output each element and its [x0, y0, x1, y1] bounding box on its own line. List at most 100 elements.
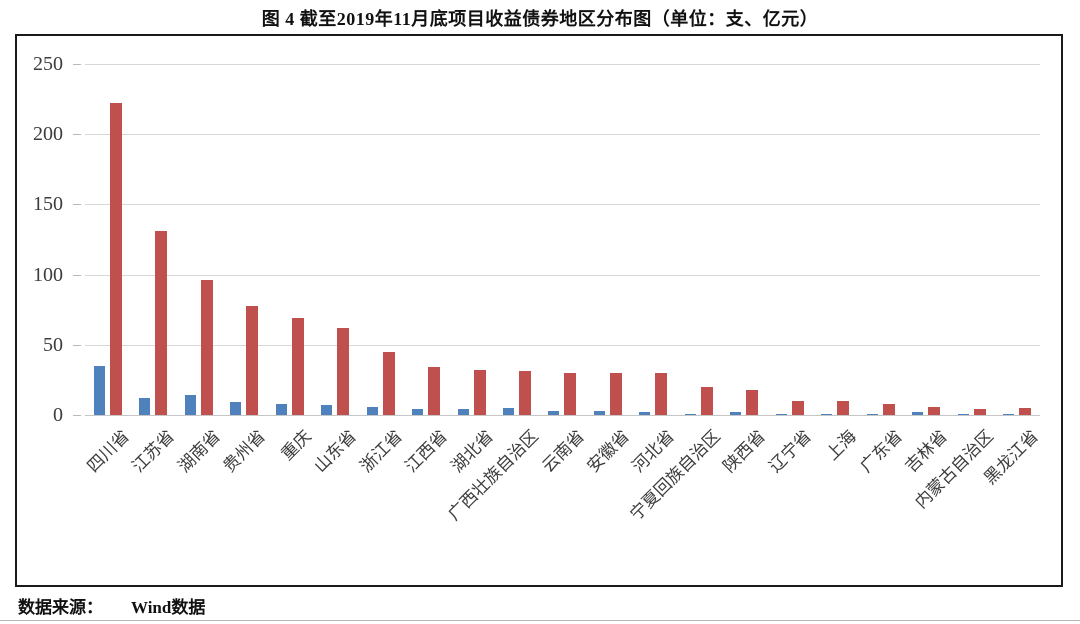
bar-count	[821, 413, 833, 415]
bar-amount	[109, 103, 122, 415]
bar-amount	[155, 231, 168, 415]
y-axis-label: 250	[33, 53, 63, 75]
x-axis-label: 陕西省	[719, 426, 770, 477]
bar-group	[585, 64, 630, 415]
bar-group	[949, 64, 994, 415]
grid-line	[85, 204, 1040, 206]
bar-count	[912, 412, 924, 415]
y-axis-label: 50	[43, 333, 63, 356]
bar-group	[358, 64, 403, 415]
grid-line	[85, 64, 1040, 65]
plot-area: 0 50 100 150 200 250	[33, 53, 1040, 426]
bar-count	[457, 409, 469, 415]
y-axis-tick	[73, 344, 81, 346]
bar-count	[730, 412, 742, 415]
bar-group	[494, 64, 539, 415]
grid-line	[85, 134, 1040, 136]
y-axis-tick	[73, 415, 81, 416]
chart-title: 图 4 截至2019年11月底项目收益债券地区分布图（单位：支、亿元）	[261, 9, 819, 29]
bar-group	[221, 64, 266, 415]
y-axis-tick	[73, 274, 81, 276]
bar-count	[275, 403, 287, 415]
bar-amount	[564, 372, 577, 415]
bar-count	[866, 413, 878, 415]
x-axis-label: 山东省	[310, 426, 361, 477]
y-axis-tick	[73, 64, 81, 65]
x-axis-label: 四川省	[83, 426, 133, 477]
bar-group	[85, 64, 130, 415]
chart-frame: 0 50 100 150 200 250 四川省 江苏省 湖南省 贵州省 重庆 山东省 浙江省 江西省湖…	[15, 34, 1063, 587]
bar-count	[321, 405, 333, 415]
y-axis-tick	[73, 204, 81, 206]
bar-group	[631, 64, 676, 415]
y-axis-label: 150	[33, 193, 63, 216]
bar-amount	[928, 406, 941, 415]
bar-group	[858, 64, 903, 415]
bar-count	[957, 413, 969, 415]
data-source: 数据来源： Wind数据	[18, 593, 205, 618]
bar-count	[684, 413, 696, 415]
x-axis-label: 贵州省	[219, 426, 270, 477]
bar-amount	[882, 403, 895, 415]
bar-amount	[655, 372, 668, 415]
bar-amount	[519, 371, 532, 415]
bar-group	[540, 64, 585, 415]
x-axis-label: 湖南省	[174, 426, 224, 477]
bar-amount	[1019, 407, 1032, 415]
bar-count	[412, 409, 424, 415]
x-axis-label: 广东省	[856, 426, 906, 477]
x-axis-labels: 四川省 江苏省 湖南省 贵州省 重庆 山东省 浙江省 江西省 湖北省 广西壮族自治区 云南省 安徽省河…	[83, 415, 1042, 583]
bar-amount	[746, 389, 759, 415]
bar-count	[230, 402, 242, 415]
y-axis-label: 100	[33, 263, 63, 286]
bar-group	[995, 64, 1040, 415]
bar-amount	[609, 372, 622, 415]
bar-group	[403, 64, 448, 415]
bar-count	[548, 410, 560, 415]
data-source-value: Wind数据	[131, 598, 206, 617]
bar-amount	[428, 367, 441, 415]
bar-amount	[473, 370, 486, 415]
bar-count	[93, 365, 105, 415]
data-source-label: 数据来源：	[18, 598, 103, 617]
bar-group	[813, 64, 858, 415]
bar-amount	[291, 318, 304, 415]
bar-amount	[246, 305, 259, 415]
bar-count	[139, 398, 151, 415]
x-axis-label: 浙江省	[356, 426, 406, 477]
bar-group	[904, 64, 949, 415]
bar-count	[503, 407, 515, 415]
bar-group	[676, 64, 721, 415]
bar-amount	[200, 280, 213, 415]
bar-group	[312, 64, 357, 415]
bar-group	[767, 64, 812, 415]
y-axis-label: 200	[33, 123, 63, 146]
x-axis-line	[85, 415, 1040, 416]
bar-count	[1003, 413, 1015, 415]
x-axis-label: 江西省	[401, 426, 452, 477]
bottom-rule	[0, 620, 1080, 621]
x-axis-label: 江苏省	[128, 426, 179, 477]
bar-count	[775, 413, 787, 415]
bar-group	[176, 64, 221, 415]
bar-count	[184, 395, 196, 415]
grid-line	[85, 344, 1040, 346]
bar-count	[639, 412, 651, 415]
x-axis-label: 安徽省	[583, 426, 633, 477]
bar-group	[722, 64, 767, 415]
x-axis-label: 云南省	[537, 426, 588, 477]
bar-group	[130, 64, 175, 415]
bar-amount	[337, 327, 350, 415]
bar-amount	[973, 409, 986, 415]
bar-count	[366, 406, 378, 415]
bar-amount	[837, 400, 850, 415]
bar-count	[593, 410, 605, 415]
y-axis-label: 0	[53, 404, 63, 426]
grid-line	[85, 274, 1040, 276]
bar-group	[449, 64, 494, 415]
y-axis-tick	[73, 134, 81, 136]
bar-amount	[700, 386, 713, 415]
bar-amount	[382, 351, 395, 415]
bar-group	[267, 64, 312, 415]
